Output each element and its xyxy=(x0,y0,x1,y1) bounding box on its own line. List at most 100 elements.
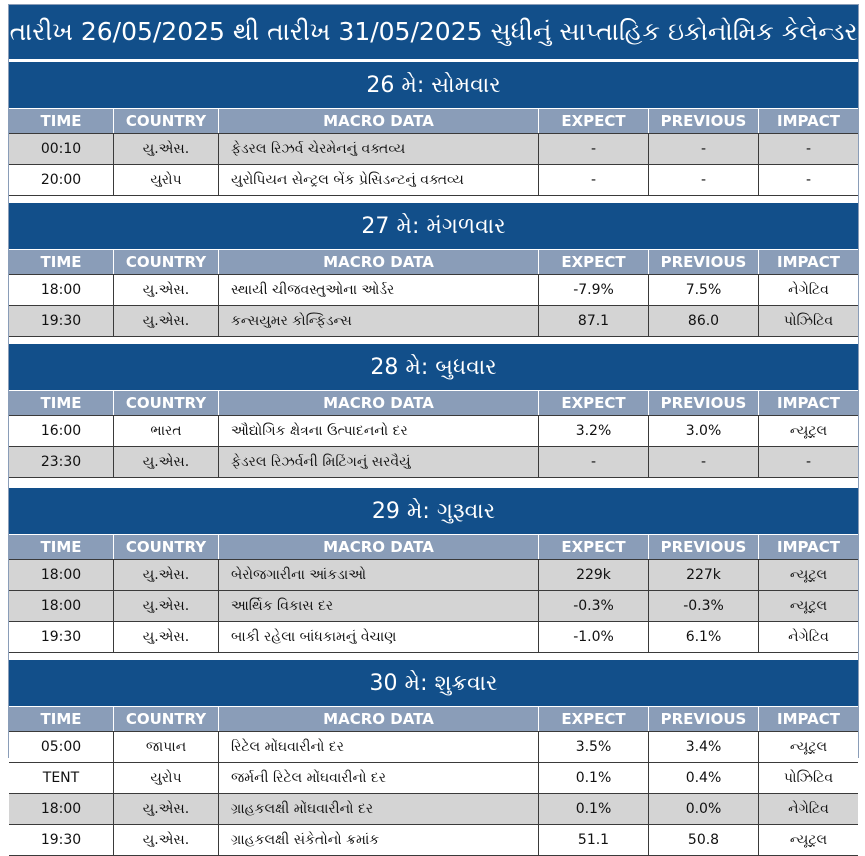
expect-cell: -7.9% xyxy=(539,275,649,305)
previous-cell: -0.3% xyxy=(649,591,759,621)
time-cell: 19:30 xyxy=(9,622,114,652)
column-header-previous: PREVIOUS xyxy=(649,707,759,731)
previous-cell: - xyxy=(649,134,759,164)
macro-data-cell: ફેડરલ રિઝર્વની મિટિંગનું સરવૈયું xyxy=(219,447,539,477)
impact-cell: - xyxy=(805,172,812,188)
previous-cell: 6.1% xyxy=(649,622,759,652)
impact-cell: - xyxy=(805,141,812,157)
country-cell: યુ.એસ. xyxy=(114,591,219,621)
country-cell: યુ.એસ. xyxy=(114,560,219,590)
column-header-time: TIME xyxy=(9,707,114,731)
column-header-macro-data: MACRO DATA xyxy=(219,250,539,274)
previous-cell: 50.8 xyxy=(649,825,759,855)
day-rows: 18:00 યુ.એસ. બેરોજગારીના આંકડાઓ 229k 227k ન્ય… xyxy=(9,559,858,653)
impact-cell: ન્યૂટ્રલ xyxy=(789,832,828,848)
expect-cell: - xyxy=(539,165,649,195)
macro-data-cell: યુરોપિયન સેન્ટ્રલ બેંક પ્રેસિડન્ટનું વક્… xyxy=(219,165,539,195)
time-cell: 16:00 xyxy=(9,416,114,446)
column-header-time: TIME xyxy=(9,391,114,415)
section-spacer xyxy=(9,653,858,660)
column-header-row: TIME COUNTRY MACRO DATA EXPECT PREVIOUS IMPAC… xyxy=(9,390,858,415)
column-header-macro-data: MACRO DATA xyxy=(219,535,539,559)
column-header-expect: EXPECT xyxy=(539,250,649,274)
table-row: 16:00 ભારત ઔદ્યોગિક ક્ષેત્રના ઉત્પાદનનો દર… xyxy=(9,415,858,446)
day-section: 28 મે: બુધવાર TIME COUNTRY MACRO DATA EXPECT… xyxy=(9,344,858,488)
section-spacer xyxy=(9,478,858,488)
impact-cell: નેગેટિવ xyxy=(788,629,829,645)
macro-data-cell: ફેડરલ રિઝર્વ ચેરમેનનું વક્તવ્ય xyxy=(219,134,539,164)
previous-cell: 86.0 xyxy=(649,306,759,336)
expect-cell: 51.1 xyxy=(539,825,649,855)
column-header-row: TIME COUNTRY MACRO DATA EXPECT PREVIOUS IMPAC… xyxy=(9,706,858,731)
column-header-impact: IMPACT xyxy=(777,253,840,271)
column-header-time: TIME xyxy=(9,109,114,133)
column-header-macro-data: MACRO DATA xyxy=(219,707,539,731)
column-header-country: COUNTRY xyxy=(114,391,219,415)
column-header-previous: PREVIOUS xyxy=(649,250,759,274)
expect-cell: 229k xyxy=(539,560,649,590)
country-cell: યુ.એસ. xyxy=(114,622,219,652)
table-row: 18:00 યુ.એસ. સ્થાયી ચીજવસ્તુઓના ઓર્ડર -7.9%… xyxy=(9,274,858,305)
day-section: 29 મે: ગુરૂવાર TIME COUNTRY MACRO DATA EXPEC… xyxy=(9,488,858,660)
time-cell: 18:00 xyxy=(9,560,114,590)
macro-data-cell: ઔદ્યોગિક ક્ષેત્રના ઉત્પાદનનો દર xyxy=(219,416,539,446)
macro-data-cell: રિટેલ મોંઘવારીનો દર xyxy=(219,732,539,762)
impact-cell: નેગેટિવ xyxy=(788,282,829,298)
expect-cell: - xyxy=(539,447,649,477)
previous-cell: 227k xyxy=(649,560,759,590)
impact-cell: પોઝિટિવ xyxy=(783,770,834,786)
table-row: 18:00 યુ.એસ. આર્થિક વિકાસ દર -0.3% -0.3% ન્યૂ… xyxy=(9,590,858,621)
table-row: 18:00 યુ.એસ. બેરોજગારીના આંકડાઓ 229k 227k ન્ય… xyxy=(9,559,858,590)
column-header-previous: PREVIOUS xyxy=(649,535,759,559)
previous-cell: 3.4% xyxy=(649,732,759,762)
column-header-country: COUNTRY xyxy=(114,109,219,133)
expect-cell: 3.5% xyxy=(539,732,649,762)
calendar-title: તારીખ 26/05/2025 થી તારીખ 31/05/2025 સુધ… xyxy=(9,5,858,62)
section-spacer xyxy=(9,337,858,344)
country-cell: યુ.એસ. xyxy=(114,306,219,336)
column-header-macro-data: MACRO DATA xyxy=(219,391,539,415)
day-header: 30 મે: શુક્રવાર xyxy=(9,660,858,706)
table-row: TENT યુરોપ જર્મની રિટેલ મોંઘવારીનો દર 0.1% 0… xyxy=(9,762,858,793)
macro-data-cell: બેરોજગારીના આંકડાઓ xyxy=(219,560,539,590)
column-header-impact: IMPACT xyxy=(777,394,840,412)
column-header-country: COUNTRY xyxy=(114,535,219,559)
expect-cell: 0.1% xyxy=(539,794,649,824)
table-row: 18:00 યુ.એસ. ગ્રાહકલક્ષી મોંઘવારીનો દર 0.1%… xyxy=(9,793,858,824)
time-cell: TENT xyxy=(9,763,114,793)
day-section: 26 મે: સોમવાર TIME COUNTRY MACRO DATA EXPECT… xyxy=(9,62,858,203)
column-header-expect: EXPECT xyxy=(539,707,649,731)
country-cell: યુ.એસ. xyxy=(114,794,219,824)
day-section: 27 મે: મંગળવાર TIME COUNTRY MACRO DATA EXPEC… xyxy=(9,203,858,344)
day-rows: 18:00 યુ.એસ. સ્થાયી ચીજવસ્તુઓના ઓર્ડર -7.9%… xyxy=(9,274,858,337)
impact-cell: ન્યૂટ્રલ xyxy=(789,423,828,439)
previous-cell: 3.0% xyxy=(649,416,759,446)
column-header-row: TIME COUNTRY MACRO DATA EXPECT PREVIOUS IMPAC… xyxy=(9,249,858,274)
impact-cell: - xyxy=(805,454,812,470)
column-header-expect: EXPECT xyxy=(539,535,649,559)
column-header-row: TIME COUNTRY MACRO DATA EXPECT PREVIOUS IMPAC… xyxy=(9,108,858,133)
day-header: 28 મે: બુધવાર xyxy=(9,344,858,390)
macro-data-cell: ગ્રાહકલક્ષી સંકેતોનો ક્રમાંક xyxy=(219,825,539,855)
time-cell: 18:00 xyxy=(9,275,114,305)
macro-data-cell: સ્થાયી ચીજવસ્તુઓના ઓર્ડર xyxy=(219,275,539,305)
table-row: 00:10 યુ.એસ. ફેડરલ રિઝર્વ ચેરમેનનું વક્તવ્… xyxy=(9,133,858,164)
macro-data-cell: આર્થિક વિકાસ દર xyxy=(219,591,539,621)
country-cell: જાપાન xyxy=(114,732,219,762)
column-header-time: TIME xyxy=(9,535,114,559)
time-cell: 20:00 xyxy=(9,165,114,195)
expect-cell: 3.2% xyxy=(539,416,649,446)
day-rows: 16:00 ભારત ઔદ્યોગિક ક્ષેત્રના ઉત્પાદનનો દર… xyxy=(9,415,858,478)
column-header-impact: IMPACT xyxy=(777,112,840,130)
day-header: 26 મે: સોમવાર xyxy=(9,62,858,108)
previous-cell: 7.5% xyxy=(649,275,759,305)
country-cell: યુરોપ xyxy=(114,763,219,793)
economic-calendar: તારીખ 26/05/2025 થી તારીખ 31/05/2025 સુધ… xyxy=(8,4,859,856)
column-header-row: TIME COUNTRY MACRO DATA EXPECT PREVIOUS IMPAC… xyxy=(9,534,858,559)
time-cell: 23:30 xyxy=(9,447,114,477)
day-header: 29 મે: ગુરૂવાર xyxy=(9,488,858,534)
macro-data-cell: કન્સયુમર કોન્ફિડન્સ xyxy=(219,306,539,336)
expect-cell: - xyxy=(539,134,649,164)
day-rows: 05:00 જાપાન રિટેલ મોંઘવારીનો દર 3.5% 3.4% ન્ય… xyxy=(9,731,858,856)
country-cell: યુ.એસ. xyxy=(114,134,219,164)
